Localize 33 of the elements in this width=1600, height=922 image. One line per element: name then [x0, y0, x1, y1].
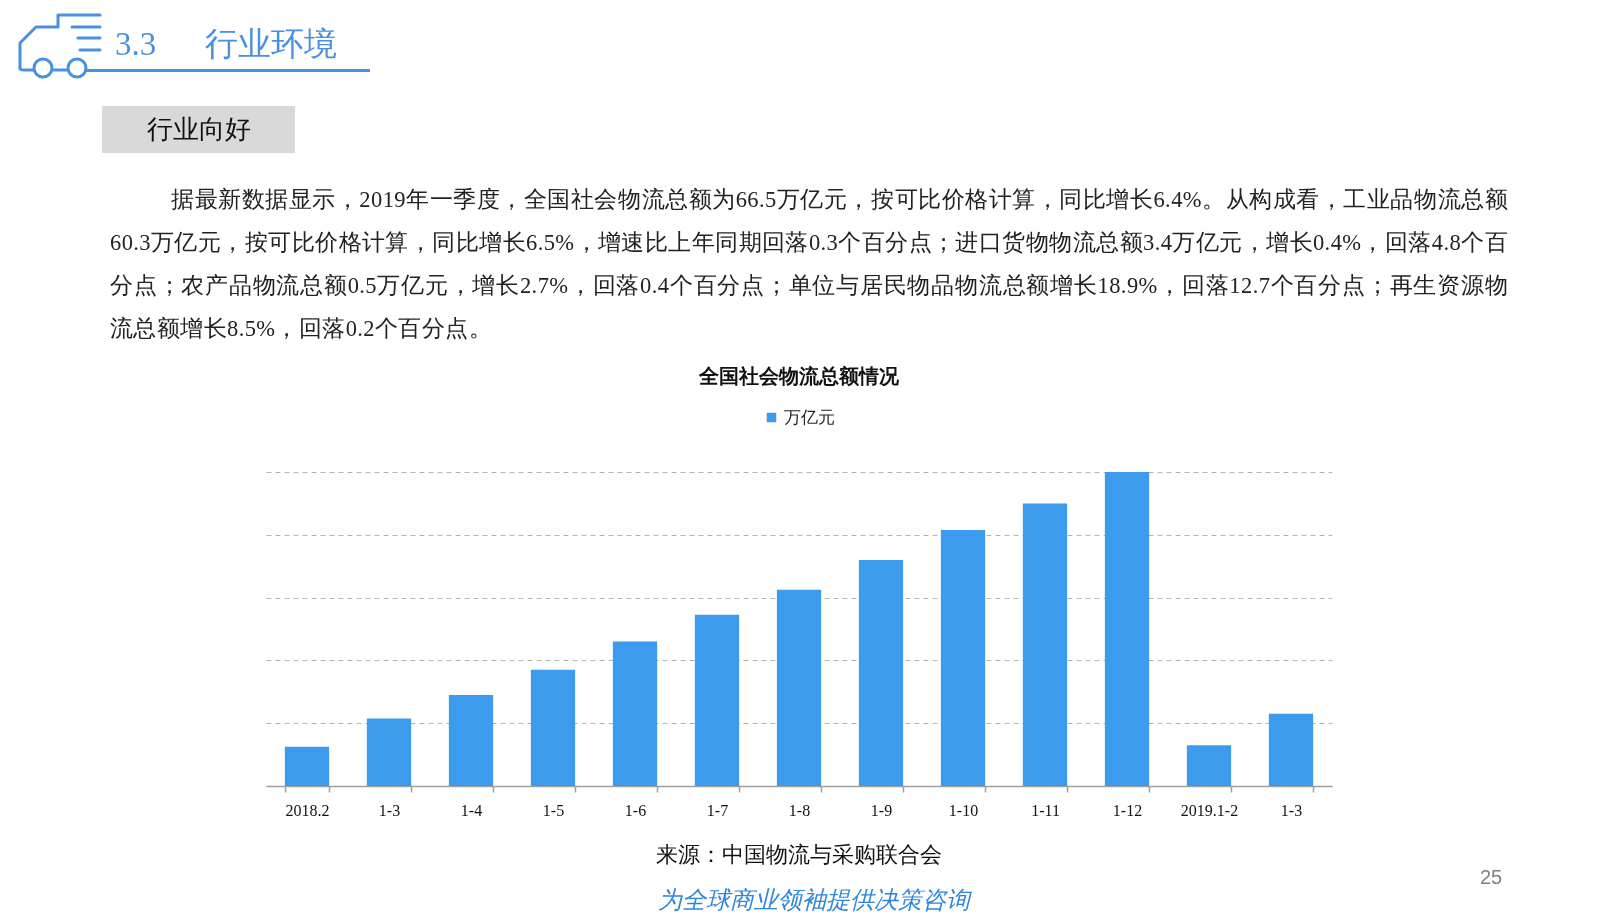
- x-tick-label: 1-12: [1112, 801, 1143, 819]
- x-tick-label: 1-7: [706, 801, 729, 819]
- bar: [1104, 472, 1150, 786]
- x-tick-label: 1-5: [542, 801, 565, 819]
- bar: [366, 718, 412, 786]
- x-tick-label: 1-6: [624, 801, 647, 819]
- x-tick-label: 1-10: [948, 801, 979, 819]
- chart-title: 全国社会物流总额情况: [698, 364, 900, 388]
- bar: [940, 530, 986, 786]
- x-tick-label: 1-3: [1280, 801, 1303, 819]
- x-tick-label: 1-9: [870, 801, 893, 819]
- text: 25: [1480, 866, 1503, 889]
- text: 为全球商业领袖提供决策咨询: [658, 886, 970, 915]
- source-note: 来源：中国物流与采购联合会: [656, 841, 942, 869]
- x-tick-label: 1-4: [460, 801, 483, 819]
- bar: [694, 614, 740, 786]
- x-tick-label: 2019.1-2: [1180, 801, 1239, 819]
- bar: [530, 669, 576, 786]
- x-tick-label: 1-8: [788, 801, 811, 819]
- bar: [448, 694, 494, 786]
- bar: [612, 641, 658, 786]
- x-tick-label: 1-3: [378, 801, 401, 819]
- x-tick-label: 1-11: [1031, 801, 1060, 819]
- text: 据最新数据显示，2019年一季度，全国社会物流总额为66.5万亿元，按可比价格计算，同比增长6.4%。从构成看，工业品物流总额60.3万亿元，按可比价格计算，同比增长6.5%，增速比上年同期回落0.3个百分点；进口货物物流总额3.4万亿元，增长0.4%，回落4.8个百分点；农产品物流总额0.5万亿元，增长2.7%，回落0.4个百分点；单位与居民物品物流总额增长18.9%，回落12.7个百分点；再生资源物流总额增长8.5%，回落0.2个百分点。: [110, 186, 1508, 343]
- bar: [776, 589, 822, 786]
- text: 3.3 行业环境: [115, 25, 337, 64]
- bar: [858, 559, 904, 786]
- bar: [1022, 503, 1068, 786]
- bar: [1268, 713, 1314, 786]
- x-tick-label: 2018.2: [285, 801, 330, 819]
- bar: [1186, 745, 1232, 786]
- bar: [284, 746, 330, 786]
- legend-label: 万亿元: [784, 406, 835, 427]
